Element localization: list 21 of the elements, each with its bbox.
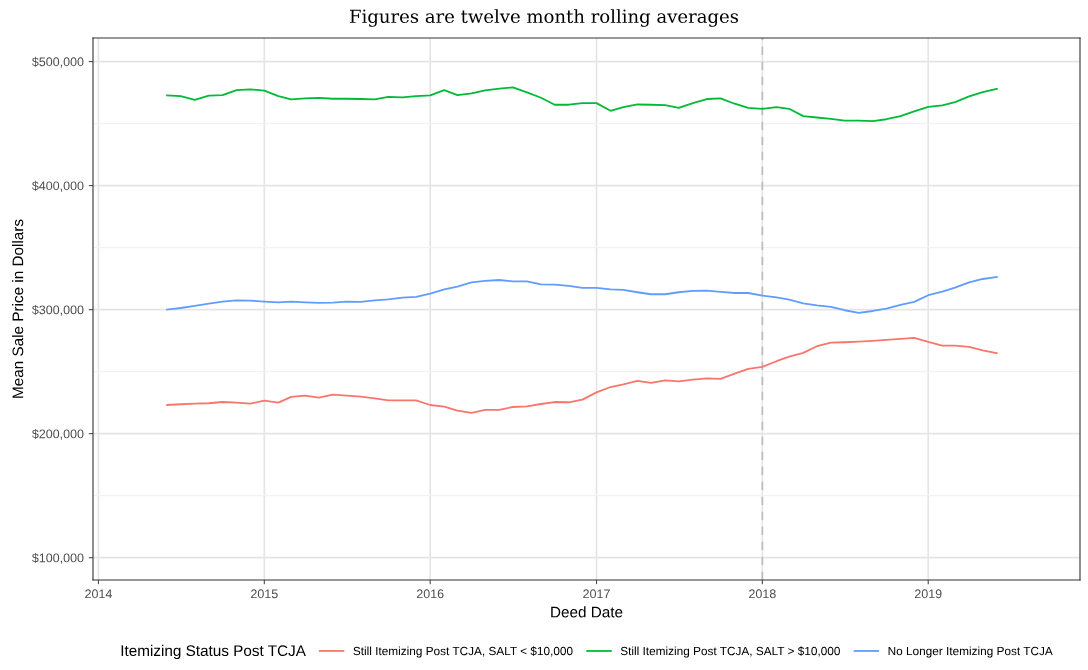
line-series xyxy=(166,336,998,414)
x-tick-label: 2017 xyxy=(583,589,610,599)
y-tick-label: $400,000 xyxy=(31,180,84,192)
x-tick-label: 2018 xyxy=(749,589,776,599)
x-tick-label: 2019 xyxy=(914,589,942,599)
y-axis-title: Mean Sale Price in Dollars xyxy=(12,219,24,398)
x-tick-label: 2015 xyxy=(251,589,278,599)
y-tick-label: $200,000 xyxy=(31,428,84,440)
y-tick-label: $100,000 xyxy=(31,552,84,564)
y-tick-label: $500,000 xyxy=(31,56,84,68)
x-tick-label: 2016 xyxy=(416,589,444,599)
legend-label: No Longer Itemizing Post TCJA xyxy=(888,646,1053,658)
legend-title: Itemizing Status Post TCJA xyxy=(121,644,306,660)
legend-label: Still Itemizing Post TCJA, SALT > $10,000 xyxy=(620,646,840,658)
x-axis-title: Deed Date xyxy=(551,606,623,618)
chart-title: Figures are twelve month rolling averages xyxy=(350,9,739,27)
x-tick-label: 2014 xyxy=(85,589,112,599)
legend-label: Still Itemizing Post TCJA, SALT < $10,000 xyxy=(353,646,573,658)
line-series xyxy=(166,86,998,123)
y-tick-label: $300,000 xyxy=(31,304,84,316)
line-series xyxy=(166,276,998,314)
